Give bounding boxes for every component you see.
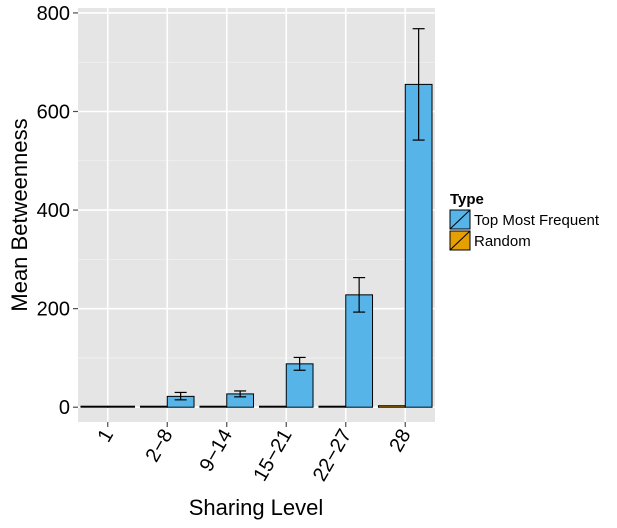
bar [318, 405, 347, 408]
bar [107, 405, 136, 408]
bar [377, 405, 406, 408]
bar [199, 405, 228, 408]
y-tick-label: 800 [37, 3, 70, 25]
x-tick-label: 2−8 [142, 426, 178, 466]
y-tick-label: 200 [37, 299, 70, 321]
x-axis: 1 2−8 9−14 15−21 22−27 28 [93, 422, 416, 486]
bar [139, 405, 168, 408]
legend-label: Random [474, 233, 531, 250]
bar [285, 363, 314, 408]
bar [80, 405, 109, 408]
bar [258, 405, 287, 408]
x-axis-title: Sharing Level [189, 495, 324, 520]
x-tick-label: 22−27 [309, 426, 356, 486]
x-tick-label: 28 [385, 426, 415, 456]
y-tick-label: 600 [37, 102, 70, 124]
y-tick-label: 0 [59, 397, 70, 419]
y-axis: 0 200 400 600 800 [37, 3, 78, 419]
error-bars [174, 28, 425, 401]
plot-panel [78, 8, 435, 422]
legend-key-slash [449, 230, 471, 251]
legend-label: Top Most Frequent [474, 212, 600, 229]
x-tick-label: 9−14 [195, 426, 237, 476]
y-tick-label: 400 [37, 200, 70, 222]
legend: Type Top Most Frequent Random [449, 191, 600, 251]
x-tick-label: 15−21 [249, 426, 296, 486]
legend-key-slash [449, 209, 471, 230]
bar [345, 294, 374, 408]
x-tick-label: 1 [93, 426, 118, 447]
y-axis-title: Mean Betweenness [7, 118, 32, 311]
legend-title: Type [450, 191, 484, 208]
